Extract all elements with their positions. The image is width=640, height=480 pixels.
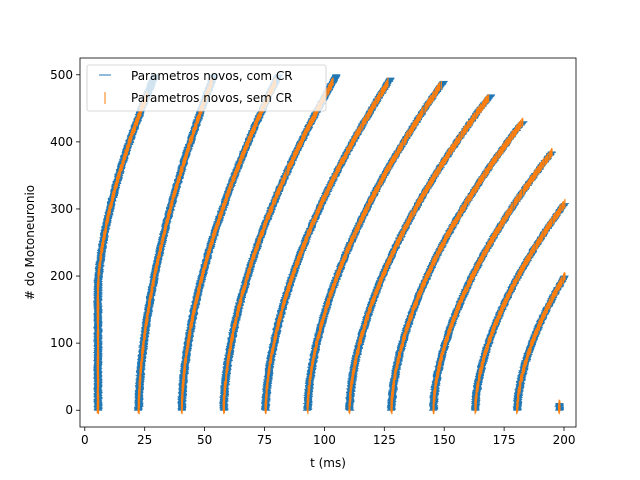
series-sem-cr [96, 77, 566, 415]
spike-marks [93, 74, 569, 415]
